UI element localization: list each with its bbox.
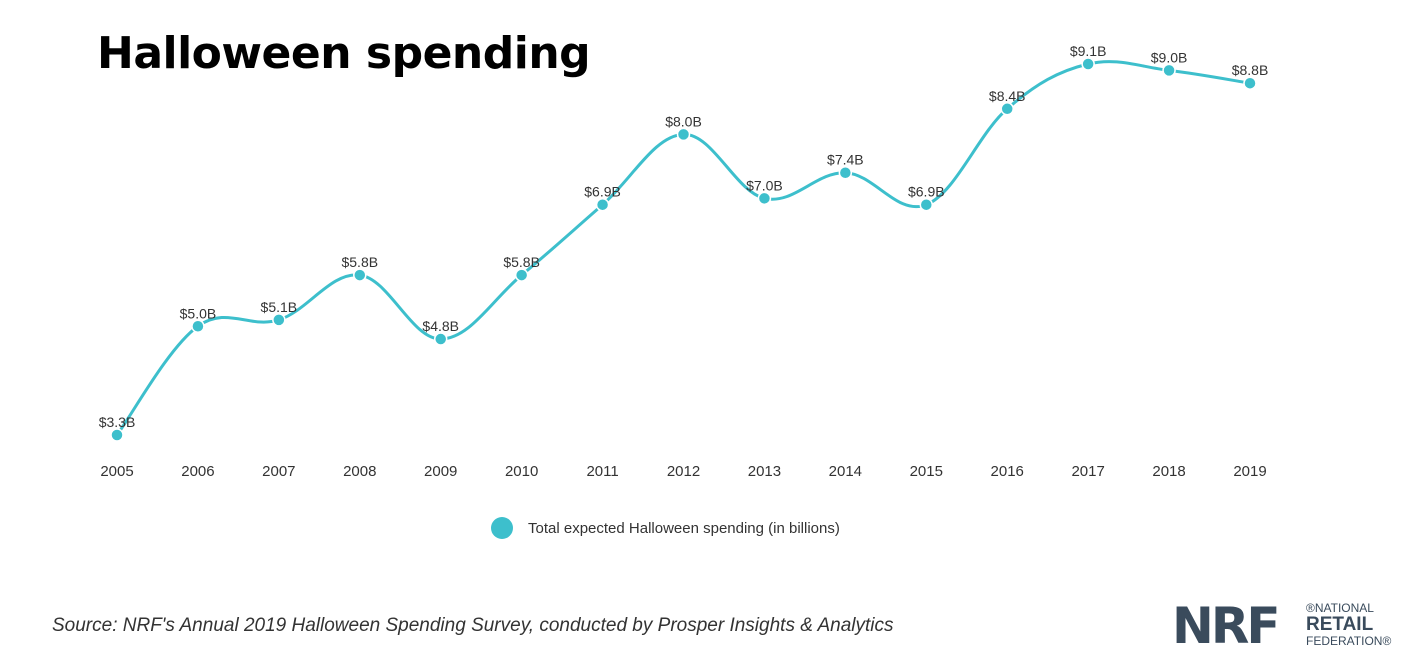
data-point-2016: [1000, 102, 1014, 116]
logo-line-1: ®NATIONAL: [1306, 601, 1374, 615]
data-point-2007: [272, 313, 286, 327]
data-label-2010: $5.8B: [503, 254, 540, 270]
x-tick-2018: 2018: [1152, 463, 1185, 480]
data-label-2016: $8.4B: [989, 88, 1026, 104]
data-point-2018: [1162, 63, 1176, 78]
x-tick-2012: 2012: [667, 463, 700, 480]
line-chart: $3.3B $5.0B $5.1B $5.8B $4.8B $5.8B $6.9B $8.0B…: [99, 43, 1269, 539]
data-point-2017: [1081, 57, 1095, 71]
x-tick-2013: 2013: [748, 463, 781, 480]
x-tick-2014: 2014: [829, 463, 862, 480]
x-axis-ticks-layer: 2005 2006 2007 2008 2009 2010 2011 2012 2013 2014…: [100, 463, 1266, 480]
data-label-2017: $9.1B: [1070, 43, 1107, 59]
chart-title: Halloween spending: [97, 28, 591, 79]
source-note: Source: NRF's Annual 2019 Halloween Spen…: [52, 615, 894, 636]
data-label-2005: $3.3B: [99, 414, 136, 430]
data-point-2014: [838, 165, 853, 180]
x-tick-2019: 2019: [1233, 463, 1266, 480]
data-label-2011: $6.9B: [584, 184, 621, 200]
x-tick-2005: 2005: [100, 463, 133, 480]
data-label-2007: $5.1B: [261, 299, 298, 315]
x-tick-2015: 2015: [910, 463, 943, 480]
data-point-2009: [433, 332, 448, 346]
logo-line-2: RETAIL: [1306, 614, 1374, 635]
logo-wordmark: ®NATIONAL RETAIL FEDERATION®: [1306, 602, 1391, 648]
x-tick-2006: 2006: [181, 463, 214, 480]
data-label-2018: $9.0B: [1151, 49, 1188, 65]
x-tick-2010: 2010: [505, 463, 538, 480]
legend-swatch: [491, 517, 513, 539]
data-point-2006: [191, 319, 205, 334]
x-tick-2009: 2009: [424, 463, 457, 480]
logo-line-3: FEDERATION®: [1306, 634, 1392, 648]
logo-mark: NRF: [1172, 597, 1281, 655]
data-point-2015: [919, 197, 934, 212]
data-label-2013: $7.0B: [746, 177, 783, 193]
data-label-2015: $6.9B: [908, 184, 945, 200]
data-point-2010: [514, 268, 529, 282]
legend-label: Total expected Halloween spending (in bi…: [528, 520, 840, 537]
data-point-2011: [595, 197, 610, 212]
data-labels-layer: $3.3B $5.0B $5.1B $5.8B $4.8B $5.8B $6.9B $8.0B…: [99, 43, 1269, 430]
data-point-2012: [676, 127, 691, 142]
data-point-2019: [1243, 76, 1257, 90]
nrf-logo: NRF ®NATIONAL RETAIL FEDERATION®: [1172, 600, 1396, 652]
x-tick-2008: 2008: [343, 463, 376, 480]
data-point-2005: [110, 428, 124, 442]
x-tick-2017: 2017: [1071, 463, 1104, 480]
data-label-2006: $5.0B: [180, 305, 217, 321]
x-tick-2011: 2011: [586, 463, 618, 480]
data-label-2014: $7.4B: [827, 152, 864, 168]
data-point-2008: [353, 268, 367, 282]
data-points-layer: [110, 57, 1257, 442]
x-tick-2007: 2007: [262, 463, 295, 480]
data-point-2013: [757, 191, 772, 206]
data-label-2008: $5.8B: [341, 254, 378, 270]
data-label-2019: $8.8B: [1232, 62, 1269, 78]
x-tick-2016: 2016: [991, 463, 1024, 480]
data-label-2012: $8.0B: [665, 113, 702, 129]
data-label-2009: $4.8B: [422, 318, 459, 334]
legend: Total expected Halloween spending (in bi…: [491, 517, 840, 539]
